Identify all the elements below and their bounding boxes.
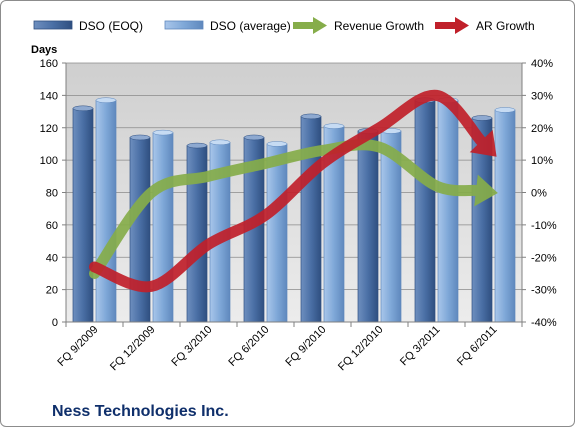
y-tick-label-left: 0 [52,317,58,329]
chart-title: Ness Technologies Inc. [52,403,229,420]
line-revenue-growth-arrowhead [474,174,498,207]
bar-dso-eoq-body [72,107,94,323]
x-tick-label: FQ 6/2010 [226,324,271,369]
growth-lines [89,89,498,293]
line-ar-growth [89,89,497,293]
y-tick-label-right: 0% [531,188,547,200]
bar-dso-eoq [300,113,322,323]
bar-dso-average-cap [209,139,231,146]
legend-swatch-dso-eoq [33,20,73,30]
legend-item-dso-eoq: DSO (EOQ) [33,19,143,33]
legend-label-ar-growth: AR Growth [476,19,535,33]
x-tick-label: FQ 9/2010 [283,324,328,369]
bar-dso-eoq-body [357,130,379,323]
line-revenue-growth [89,139,498,279]
bar-dso-average-body [152,132,174,323]
legend-label-dso-eoq: DSO (EOQ) [79,19,143,33]
y-ticks-right: -40% -30% -20% -10% 0% 10% 20% 30% 40% [522,58,557,329]
bar-dso-average-body [95,99,117,323]
y-tick-label-left: 60 [46,220,58,232]
bar-dso-eoq [186,142,208,323]
bar-dso-eoq [72,105,94,323]
y-tick-label-right: 30% [531,90,553,102]
bar-dso-average-cap [494,107,516,113]
bar-dso-average-cap [95,97,117,103]
y-tick-label-right: -10% [531,220,557,232]
legend-label-dso-average: DSO (average) [210,19,291,33]
line-ar-growth-arrowhead [469,129,497,157]
bar-dso-average [152,129,174,323]
bar-dso-eoq-cap [243,134,265,141]
legend-item-revenue-growth: Revenue Growth [293,17,424,34]
x-tick-label: FQ 3/2011 [398,324,443,369]
y-tick-label-left: 120 [40,123,58,135]
y-tick-label-right: -20% [531,252,557,264]
bar-dso-eoq [357,128,379,323]
bar-dso-eoq-cap [186,142,208,149]
x-tick-label: FQ 6/2011 [455,324,500,369]
line-revenue-growth-shaft [89,139,482,279]
bar-dso-eoq [129,134,151,323]
x-tick-label: FQ 9/2009 [55,324,100,369]
y-tick-label-left: 20 [46,285,58,297]
legend: DSO (EOQ) DSO (average) Revenue Growth A… [33,17,535,34]
y-tick-label-right: 20% [531,123,553,135]
x-tick-label: FQ 12/2009 [108,324,158,374]
x-ticks: FQ 9/2009 FQ 12/2009 FQ 3/2010 FQ 6/2010 FQ … [55,322,523,374]
bars [72,97,516,323]
y-tick-label-left: 140 [40,90,58,102]
bar-dso-average [437,97,459,323]
legend-item-dso-average: DSO (average) [164,19,291,33]
y-tick-label-left: 40 [46,252,58,264]
bar-dso-average-cap [152,129,174,136]
bar-dso-average [95,97,117,323]
bar-dso-average-body [494,109,516,323]
line-ar-growth-shaft [89,89,487,293]
x-tick-label: FQ 12/2010 [336,324,386,374]
bar-dso-eoq-body [414,99,436,323]
bar-dso-average-cap [266,141,288,147]
bar-dso-eoq-cap [471,115,493,121]
bar-dso-eoq [414,97,436,323]
x-tick-label: FQ 3/2010 [169,324,214,369]
y-tick-label-right: -30% [531,285,557,297]
y-axis-label-left: Days [31,44,57,56]
y-tick-label-right: 40% [531,58,553,70]
y-tick-label-right: 10% [531,155,553,167]
legend-arrow-ar-growth [435,17,469,34]
bar-dso-eoq-cap [129,134,151,141]
bar-dso-eoq-body [129,137,151,323]
bar-dso-average-cap [323,123,345,129]
y-tick-label-left: 80 [46,188,58,200]
y-tick-label-right: -40% [531,317,557,329]
legend-arrow-revenue-growth [293,17,327,34]
legend-label-revenue-growth: Revenue Growth [334,19,424,33]
bar-dso-eoq-cap [300,113,322,120]
legend-item-ar-growth: AR Growth [435,17,535,34]
bar-dso-average [494,107,516,323]
bar-dso-average [266,141,288,323]
legend-swatch-dso-average [164,20,204,30]
y-ticks-left: 0 20 40 60 80 100 120 140 160 [40,58,66,329]
bar-dso-average-body [266,143,288,323]
y-tick-label-left: 160 [40,58,58,70]
bar-dso-eoq-cap [72,105,94,112]
bar-dso-average-body [437,99,459,323]
y-tick-label-left: 100 [40,155,58,167]
